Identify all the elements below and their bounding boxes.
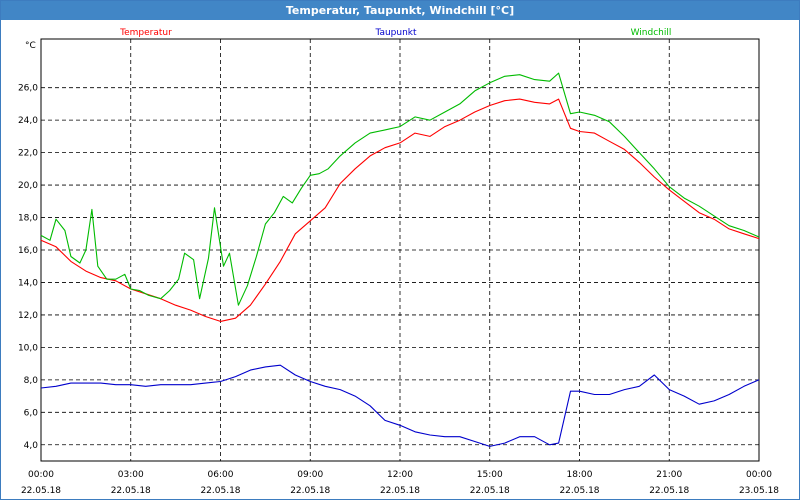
x-tick-time-label: 00:00	[28, 470, 54, 480]
x-tick-time-label: 09:00	[297, 470, 323, 480]
y-tick-label: 24,0	[18, 116, 38, 126]
x-tick-date-label: 22.05.18	[200, 486, 240, 496]
x-tick-date-label: 22.05.18	[470, 486, 510, 496]
legend-label-temperatur: Temperatur	[119, 28, 172, 38]
legend-label-windchill: Windchill	[631, 28, 672, 38]
legend-label-taupunkt: Taupunkt	[374, 28, 417, 38]
y-tick-label: 8,0	[24, 376, 39, 386]
x-tick-time-label: 12:00	[387, 470, 413, 480]
x-tick-date-label: 23.05.18	[739, 486, 779, 496]
y-tick-label: 6,0	[24, 408, 39, 418]
x-tick-time-label: 03:00	[118, 470, 144, 480]
x-tick-date-label: 22.05.18	[380, 486, 420, 496]
y-tick-label: 14,0	[18, 278, 38, 288]
window-title: Temperatur, Taupunkt, Windchill [°C]	[1, 1, 799, 20]
series-line-temperatur	[40, 98, 760, 322]
y-unit-label: °C	[25, 41, 36, 51]
series-line-taupunkt	[40, 364, 760, 447]
x-tick-time-label: 18:00	[567, 470, 593, 480]
y-tick-label: 18,0	[18, 214, 38, 224]
x-tick-date-label: 22.05.18	[559, 486, 599, 496]
series-line-windchill	[40, 72, 760, 306]
y-tick-label: 20,0	[18, 181, 38, 191]
x-tick-date-label: 22.05.18	[290, 486, 330, 496]
y-tick-label: 10,0	[18, 343, 38, 353]
x-tick-date-label: 22.05.18	[649, 486, 689, 496]
y-tick-label: 16,0	[18, 246, 38, 256]
x-tick-time-label: 00:00	[746, 470, 772, 480]
y-tick-label: 26,0	[18, 84, 38, 94]
x-tick-time-label: 21:00	[656, 470, 682, 480]
y-tick-label: 22,0	[18, 149, 38, 159]
y-tick-label: 12,0	[18, 311, 38, 321]
x-tick-time-label: 15:00	[477, 470, 503, 480]
y-tick-label: 4,0	[24, 441, 39, 451]
x-tick-date-label: 22.05.18	[111, 486, 151, 496]
x-tick-date-label: 22.05.18	[21, 486, 61, 496]
x-tick-time-label: 06:00	[208, 470, 234, 480]
